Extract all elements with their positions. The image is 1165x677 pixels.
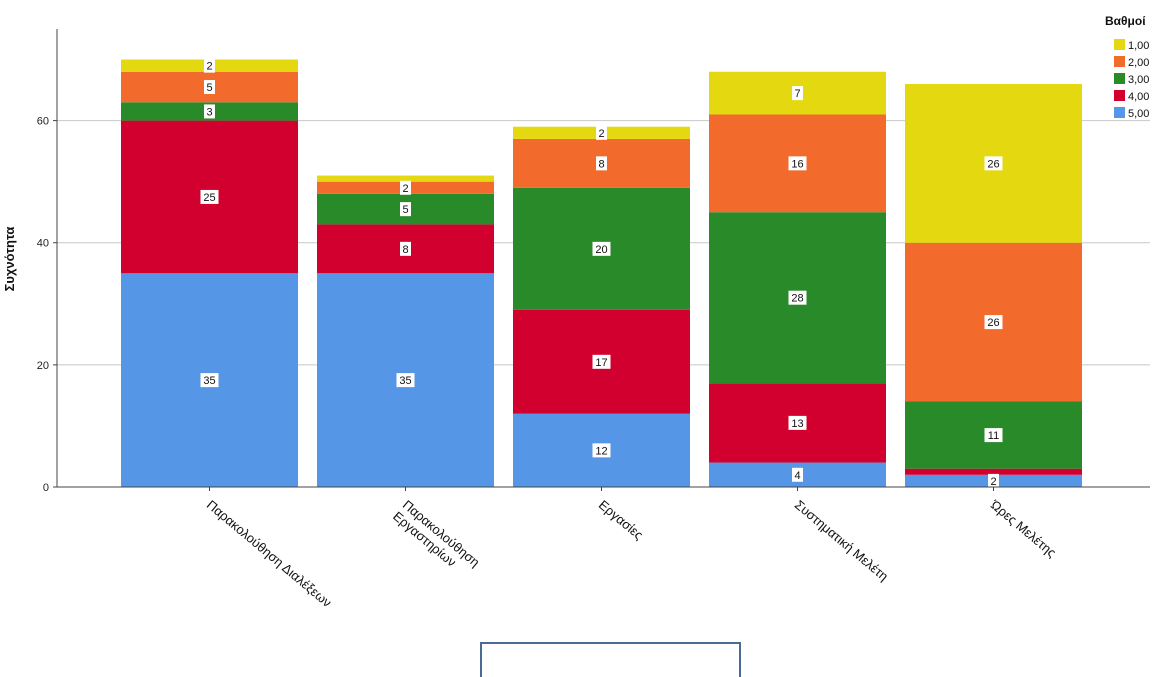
data-label-box [204,58,215,73]
legend-title: Βαθμοί [1105,14,1146,28]
legend-items: 1,00 2,00 3,00 4,00 5,00 [1114,39,1149,120]
data-label-box [984,315,1003,330]
bar-stacks [121,59,1082,487]
y-tick-label: 40 [37,238,49,250]
data-label-box [592,241,611,256]
data-label: 26 [987,158,999,170]
data-label-box [788,156,807,171]
data-label: 11 [988,430,999,442]
legend-swatch [1114,56,1125,67]
data-label: 25 [203,192,215,204]
legend-label: 5,00 [1128,108,1149,120]
legend-label: 2,00 [1128,57,1149,69]
data-label: 13 [791,418,803,430]
data-label: 3 [206,106,212,118]
data-label: 5 [402,204,408,216]
data-label-box [596,156,607,171]
bottom-panel-frame [480,642,741,677]
x-category-label: Ώρες Μελέτης [987,496,1059,560]
y-tick-label: 60 [37,116,49,128]
data-label-box [592,354,611,369]
data-label-box [596,125,607,140]
data-label: 16 [791,158,803,170]
data-label-box [400,241,411,256]
data-label: 35 [399,375,411,387]
bar-segment [905,468,1082,475]
data-label: 12 [595,445,607,457]
data-label-box [984,428,1003,443]
data-label: 4 [794,470,800,482]
x-category-label: Συστηματική Μελέτη [792,497,891,584]
legend-swatch [1114,39,1125,50]
bar-segment [317,175,494,182]
data-label-box [788,415,807,430]
legend-swatch [1114,73,1125,84]
data-label: 5 [206,82,212,94]
y-tick-label: 20 [37,360,49,372]
data-label-box [400,180,411,195]
y-axis-label: Συχνότητα [2,227,17,292]
data-label-box [204,104,215,119]
data-label: 8 [402,244,408,256]
data-label: 2 [598,128,604,140]
x-category-line: Εργασίες [596,497,646,543]
data-label: 17 [595,357,607,369]
legend-label: 1,00 [1128,40,1149,52]
data-label: 8 [598,158,604,170]
y-tick-label: 0 [43,482,49,494]
data-label-box [592,443,611,458]
data-label-box [396,373,415,388]
data-label-box [200,189,219,204]
axes [56,29,1150,488]
legend-label: 4,00 [1128,91,1149,103]
data-label: 7 [794,88,800,100]
x-category-line: Συστηματική Μελέτη [792,497,891,584]
data-label-box [788,290,807,305]
data-label: 20 [595,244,607,256]
x-category-label: Εργασίες [596,497,646,543]
data-label-box [792,467,803,482]
data-label-box [988,473,999,488]
x-category-line: Παρακολούθηση Διαλέξεων [204,497,335,610]
x-category-line: Ώρες Μελέτης [987,496,1059,560]
legend-swatch [1114,107,1125,118]
data-label: 2 [990,476,996,488]
y-tick-labels: 0 20 40 60 [37,116,57,494]
legend-swatch [1114,90,1125,101]
x-category-labels: Παρακολούθηση Διαλέξεων ΠαρακολούθησηΕργα… [204,487,1059,610]
legend: Βαθμοί 1,00 2,00 3,00 4,00 5,00 [1105,14,1149,120]
data-label: 2 [402,183,408,195]
x-category-label: Παρακολούθηση Διαλέξεων [204,497,335,610]
data-label-box [792,86,803,101]
data-label: 2 [206,61,212,73]
data-label-box [400,202,411,217]
data-label: 26 [987,317,999,329]
data-label-box [204,80,215,95]
data-label-box [984,156,1003,171]
legend-label: 3,00 [1128,74,1149,86]
data-label: 28 [791,293,803,305]
data-label: 35 [203,375,215,387]
data-label-box [200,373,219,388]
